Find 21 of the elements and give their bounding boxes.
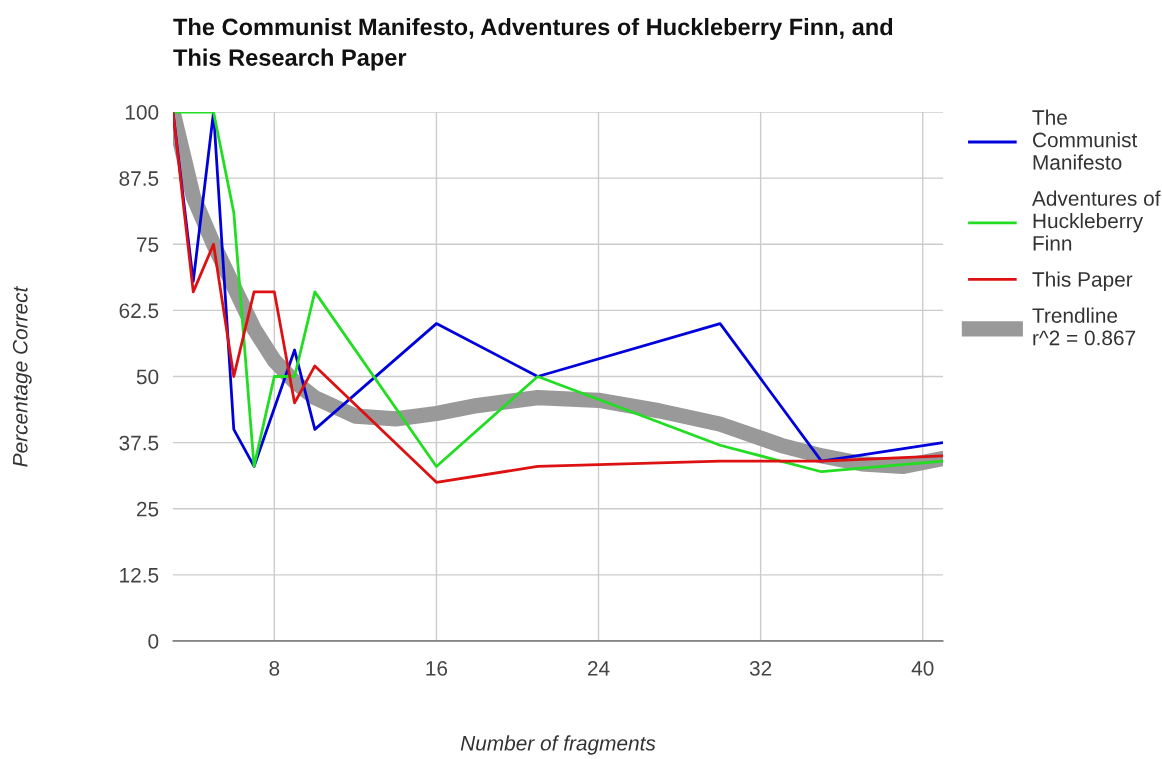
y-tick-label: 100 [125, 105, 159, 120]
y-tick-label: 0 [148, 634, 159, 649]
legend-label: Trendline r^2 = 0.867 [1032, 307, 1136, 346]
x-tick-label: 32 [749, 660, 772, 676]
y-tick-label: 50 [136, 369, 159, 385]
y-tick-label: 37.5 [119, 435, 159, 451]
chart-title: The Communist Manifesto, Adventures of Huckleberry Finn, and This Research Paper [173, 18, 893, 71]
y-tick-label: 75 [137, 237, 159, 252]
x-tick-label: 16 [426, 660, 448, 676]
y-tick-label: 62.5 [119, 303, 159, 319]
legend-label: This Paper [1032, 271, 1133, 291]
legend-label: Adventures of Huckleberry Finn [1031, 190, 1161, 251]
x-tick-label: 24 [587, 660, 610, 676]
x-axis-title: Number of fragments [460, 735, 656, 755]
y-axis-title: Percentage Correct [12, 285, 32, 467]
y-tick-label: 87.5 [119, 171, 159, 186]
y-tick-label: 25 [136, 501, 159, 517]
x-tick-label: 8 [269, 660, 280, 676]
legend-label: The Communist Manifesto [1032, 109, 1138, 170]
x-tick-label: 40 [911, 660, 934, 676]
y-tick-label: 12.5 [120, 567, 159, 583]
